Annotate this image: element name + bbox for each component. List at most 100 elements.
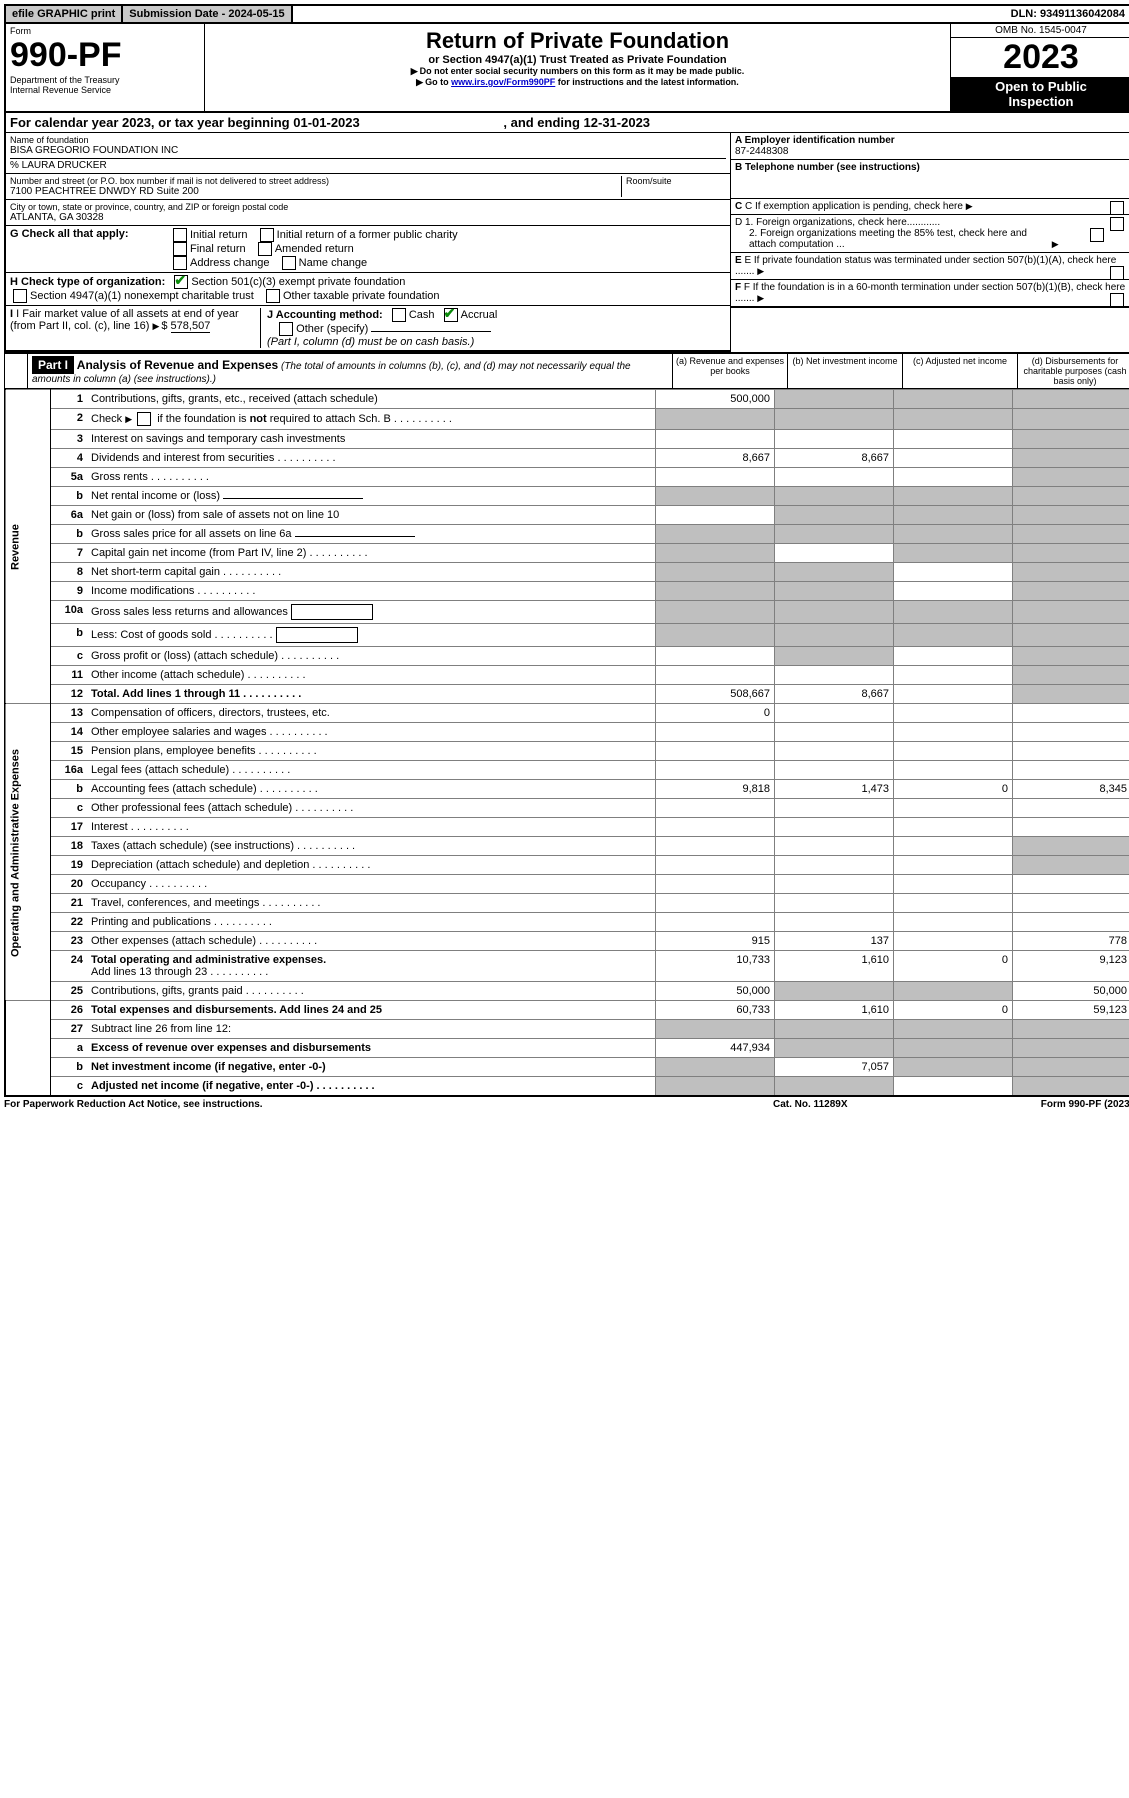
table-row: 3Interest on savings and temporary cash … (5, 430, 1129, 449)
table-row: 6aNet gain or (loss) from sale of assets… (5, 506, 1129, 525)
table-row: 23Other expenses (attach schedule)915137… (5, 932, 1129, 951)
note-ssn: Do not enter social security numbers on … (209, 66, 946, 77)
form-label: Form (10, 26, 200, 36)
table-row: 8Net short-term capital gain (5, 563, 1129, 582)
table-row: aExcess of revenue over expenses and dis… (5, 1039, 1129, 1058)
table-row: 26Total expenses and disbursements. Add … (5, 1001, 1129, 1020)
omb-number: OMB No. 1545-0047 (951, 24, 1129, 38)
table-row: cAdjusted net income (if negative, enter… (5, 1077, 1129, 1097)
table-row: 27Subtract line 26 from line 12: (5, 1020, 1129, 1039)
table-row: 24Total operating and administrative exp… (5, 951, 1129, 982)
table-row: 4Dividends and interest from securities8… (5, 449, 1129, 468)
room-label: Room/suite (626, 176, 726, 186)
f-label: F If the foundation is in a 60-month ter… (735, 282, 1125, 304)
chk-initial-return[interactable] (173, 228, 187, 242)
footer-form: Form 990-PF (2023) (973, 1099, 1129, 1110)
part-i-table: Revenue 1Contributions, gifts, grants, e… (4, 389, 1129, 1097)
chk-amended-return[interactable] (258, 242, 272, 256)
section-i-j: I I Fair market value of all assets at e… (6, 306, 730, 352)
table-row: 10aGross sales less returns and allowanc… (5, 601, 1129, 624)
chk-accrual[interactable] (444, 308, 458, 322)
fmv-value: 578,507 (171, 320, 211, 333)
chk-c[interactable] (1110, 201, 1124, 215)
submission-date: Submission Date - 2024-05-15 (123, 6, 292, 22)
footer-catno: Cat. No. 11289X (773, 1099, 973, 1110)
table-row: 12Total. Add lines 1 through 11508,6678,… (5, 685, 1129, 704)
chk-d2[interactable] (1090, 228, 1104, 242)
chk-d1[interactable] (1110, 217, 1124, 231)
section-h: H Check type of organization: Section 50… (6, 273, 730, 306)
city-label: City or town, state or province, country… (10, 202, 726, 212)
part-i-label: Part I (32, 356, 74, 374)
care-of: % LAURA DRUCKER (10, 158, 726, 171)
ein-value: 87-2448308 (735, 146, 788, 157)
table-row: 25Contributions, gifts, grants paid50,00… (5, 982, 1129, 1001)
table-row: 22Printing and publications (5, 913, 1129, 932)
col-b-header: (b) Net investment income (787, 354, 902, 388)
table-row: 19Depreciation (attach schedule) and dep… (5, 856, 1129, 875)
part-i-header: Part I Analysis of Revenue and Expenses … (4, 352, 1129, 389)
phone-label: B Telephone number (see instructions) (735, 162, 920, 173)
chk-501c3[interactable] (174, 275, 188, 289)
col-d-header: (d) Disbursements for charitable purpose… (1017, 354, 1129, 388)
table-row: 20Occupancy (5, 875, 1129, 894)
form-number: 990-PF (10, 36, 200, 75)
table-row: 14Other employee salaries and wages (5, 723, 1129, 742)
form-header: Form 990-PF Department of the Treasury I… (4, 24, 1129, 113)
footer-paperwork: For Paperwork Reduction Act Notice, see … (4, 1099, 773, 1110)
page-footer: For Paperwork Reduction Act Notice, see … (4, 1097, 1129, 1110)
form990pf-link[interactable]: www.irs.gov/Form990PF (451, 77, 555, 87)
table-row: 15Pension plans, employee benefits (5, 742, 1129, 761)
chk-final-return[interactable] (173, 242, 187, 256)
e-label: E If private foundation status was termi… (735, 255, 1116, 277)
dept-treasury: Department of the Treasury (10, 75, 200, 85)
table-row: Revenue 1Contributions, gifts, grants, e… (5, 390, 1129, 409)
street-address: 7100 PEACHTREE DNWDY RD Suite 200 (10, 186, 621, 197)
table-row: 9Income modifications (5, 582, 1129, 601)
chk-name-change[interactable] (282, 256, 296, 270)
table-row: bNet investment income (if negative, ent… (5, 1058, 1129, 1077)
table-row: bGross sales price for all assets on lin… (5, 525, 1129, 544)
table-row: 2Check if the foundation is not required… (5, 409, 1129, 430)
table-row: cGross profit or (loss) (attach schedule… (5, 647, 1129, 666)
name-label: Name of foundation (10, 135, 726, 145)
d2-label: 2. Foreign organizations meeting the 85%… (749, 228, 1049, 250)
irs-label: Internal Revenue Service (10, 85, 200, 95)
table-row: 18Taxes (attach schedule) (see instructi… (5, 837, 1129, 856)
table-row: cOther professional fees (attach schedul… (5, 799, 1129, 818)
chk-f[interactable] (1110, 293, 1124, 307)
table-row: Operating and Administrative Expenses 13… (5, 704, 1129, 723)
table-row: 7Capital gain net income (from Part IV, … (5, 544, 1129, 563)
col-c-header: (c) Adjusted net income (902, 354, 1017, 388)
chk-address-change[interactable] (173, 256, 187, 270)
form-subtitle: or Section 4947(a)(1) Trust Treated as P… (209, 54, 946, 66)
col-a-header: (a) Revenue and expenses per books (672, 354, 787, 388)
top-bar: efile GRAPHIC print Submission Date - 20… (4, 4, 1129, 24)
entity-info: Name of foundation BISA GREGORIO FOUNDAT… (4, 133, 1129, 352)
ein-label: A Employer identification number (735, 135, 895, 146)
side-revenue: Revenue (5, 390, 51, 704)
calendar-year-line: For calendar year 2023, or tax year begi… (4, 113, 1129, 133)
section-g: G Check all that apply: Initial return I… (6, 226, 730, 273)
c-label: C If exemption application is pending, c… (745, 201, 963, 212)
note-goto: Go to www.irs.gov/Form990PF for instruct… (209, 77, 946, 88)
efile-label: efile GRAPHIC print (6, 6, 123, 22)
table-row: bAccounting fees (attach schedule)9,8181… (5, 780, 1129, 799)
form-title: Return of Private Foundation (209, 28, 946, 54)
table-row: 11Other income (attach schedule) (5, 666, 1129, 685)
dln: DLN: 93491136042084 (1005, 6, 1129, 22)
chk-sch-b[interactable] (137, 412, 151, 426)
chk-cash[interactable] (392, 308, 406, 322)
foundation-name: BISA GREGORIO FOUNDATION INC (10, 145, 726, 156)
open-public: Open to PublicInspection (951, 77, 1129, 111)
chk-4947a1[interactable] (13, 289, 27, 303)
chk-other-method[interactable] (279, 322, 293, 336)
d1-label: D 1. Foreign organizations, check here..… (735, 217, 940, 228)
chk-e[interactable] (1110, 266, 1124, 280)
table-row: 5aGross rents (5, 468, 1129, 487)
table-row: bNet rental income or (loss) (5, 487, 1129, 506)
city-state-zip: ATLANTA, GA 30328 (10, 212, 726, 223)
chk-other-taxable[interactable] (266, 289, 280, 303)
tax-year: 2023 (951, 38, 1129, 77)
chk-initial-former[interactable] (260, 228, 274, 242)
